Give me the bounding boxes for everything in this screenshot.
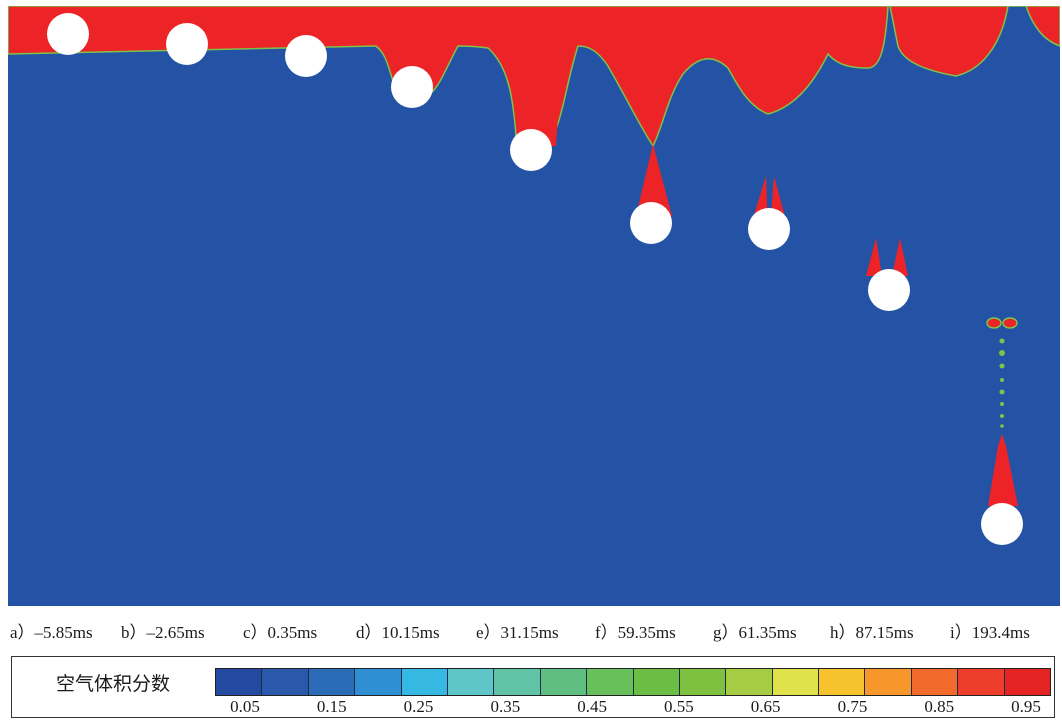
sphere-b (166, 23, 208, 65)
colorbar-tick-label: 0.65 (750, 697, 781, 716)
sphere-a (47, 13, 89, 55)
colorbar-swatch (633, 669, 680, 695)
colorbar-swatch (540, 669, 588, 695)
time-label-e: e）31.15ms (476, 623, 559, 642)
time-label-c: c）0.35ms (243, 623, 318, 642)
colorbar-tick-label: 0.45 (577, 697, 607, 716)
legend-title: 空气体积分数 (56, 673, 171, 695)
bubble-i2 (1002, 317, 1018, 329)
cavity-f (636, 144, 672, 216)
sphere-f (630, 202, 672, 244)
bubble-i1 (986, 317, 1002, 329)
colorbar-tick-label: 0.25 (403, 697, 434, 716)
sphere-g (748, 208, 790, 250)
colorbar-tick-label: 0.35 (490, 697, 521, 716)
colorbar-tick-label: 0.95 (1011, 697, 1041, 716)
colorbar-swatch (679, 669, 727, 695)
cavity-i (988, 434, 1018, 506)
time-label-b: b）–2.65ms (121, 623, 205, 642)
spheres (47, 13, 1023, 545)
colorbar-tick-label: 0.05 (230, 697, 260, 716)
simulation-panel (8, 6, 1060, 606)
colorbar-swatch (726, 669, 773, 695)
colorbar-tick-label: 0.55 (664, 697, 694, 716)
time-label-g: g）61.35ms (713, 623, 797, 642)
time-label-i: i）193.4ms (950, 623, 1030, 642)
sphere-d (391, 66, 433, 108)
sphere-e (510, 129, 552, 171)
sphere-c (285, 35, 327, 77)
colorbar-swatch (494, 669, 541, 695)
time-labels: a）–5.85ms b）–2.65ms c）0.35ms d）10.15ms e… (0, 618, 1062, 644)
colorbar-swatch (447, 669, 495, 695)
colorbar-tick-label: 0.15 (316, 697, 347, 716)
sphere-h (868, 269, 910, 311)
cavity-h (866, 238, 908, 276)
time-label-a: a）–5.85ms (10, 623, 93, 642)
cavity-e (510, 61, 564, 146)
colorbar-swatch (911, 669, 959, 695)
colorbar-tick-label: 0.75 (837, 697, 868, 716)
time-label-f: f）59.35ms (595, 623, 676, 642)
colorbar-swatch (587, 669, 634, 695)
colorbar-swatch (355, 669, 402, 695)
colorbar-swatch (772, 669, 820, 695)
legend: 空气体积分数 0.05 0.15 0.25 0.35 0.45 0.55 0.65 0.75 0… (11, 656, 1055, 718)
colorbar-swatch (216, 669, 263, 695)
colorbar-ticks: 0.05 0.15 0.25 0.35 0.45 0.55 0.65 0.75 0.85 0.95 (215, 697, 1051, 717)
time-label-h: h）87.15ms (830, 623, 914, 642)
colorbar-swatch (308, 669, 356, 695)
colorbar-swatch (958, 669, 1005, 695)
colorbar-swatch (865, 669, 912, 695)
colorbar-swatch (262, 669, 309, 695)
colorbar-swatch (819, 669, 866, 695)
time-label-d: d）10.15ms (356, 623, 440, 642)
colorbar (215, 668, 1051, 696)
sphere-i (981, 503, 1023, 545)
bubble-trail-i (999, 338, 1005, 428)
colorbar-tick-label: 0.85 (924, 697, 955, 716)
colorbar-swatch (401, 669, 448, 695)
colorbar-swatch (1004, 669, 1051, 695)
